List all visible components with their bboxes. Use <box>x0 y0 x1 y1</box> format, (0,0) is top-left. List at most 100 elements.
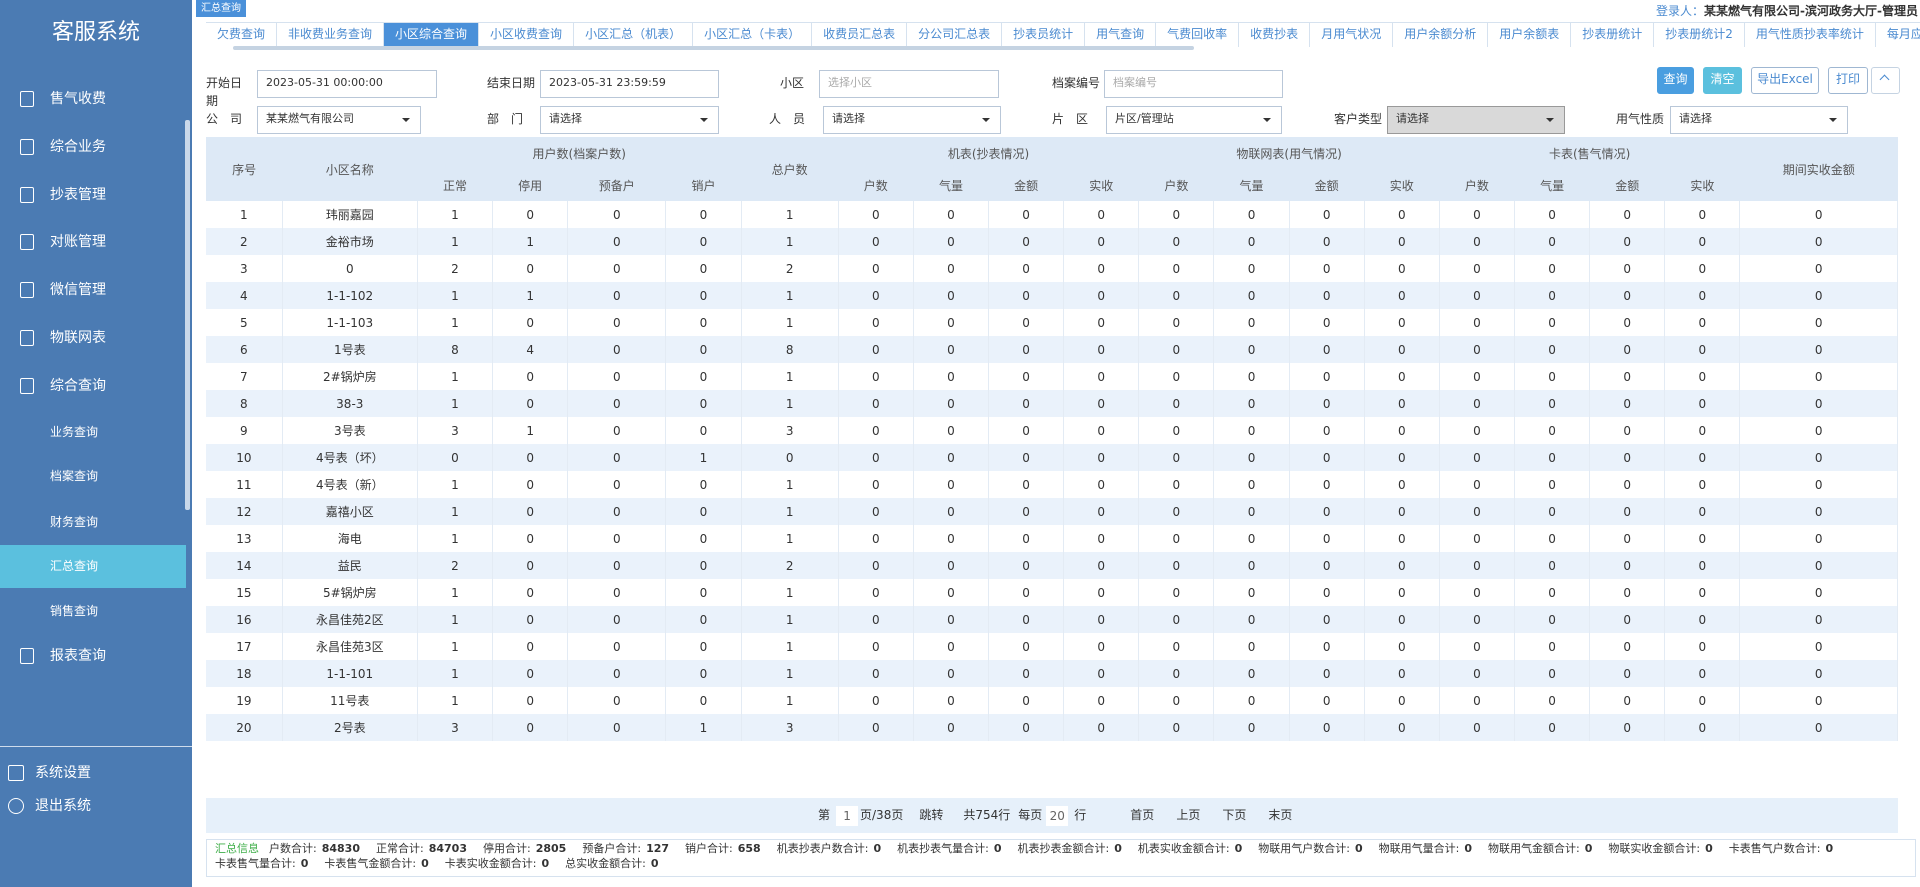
table-cell: 0 <box>988 687 1065 714</box>
table-cell: 0 <box>1138 525 1215 552</box>
table-row[interactable]: 2 金裕市场 1 1 0 0 1 0 0 0 0 0 0 0 0 0 0 0 0 0 <box>206 228 1898 255</box>
button[interactable]: 清空 <box>1703 67 1742 94</box>
tab[interactable]: 收费员汇总表 <box>812 23 908 47</box>
jump-button[interactable]: 跳转 <box>919 808 944 822</box>
table-row[interactable]: 10 4号表（坏） 0 0 0 1 0 0 0 0 0 0 0 0 0 0 0 0 0 0 <box>206 444 1898 471</box>
table-cell: 0 <box>1063 606 1140 633</box>
table-cell: 0 <box>567 255 667 282</box>
collapse-button[interactable] <box>1871 67 1900 94</box>
table-cell: 1 <box>741 282 839 309</box>
tab[interactable]: 用户余额表 <box>1488 23 1572 47</box>
table-cell: 0 <box>1739 390 1898 417</box>
tab[interactable]: 非收费业务查询 <box>277 23 385 47</box>
table-cell: 0 <box>1514 282 1591 309</box>
table-row[interactable]: 15 5#锅炉房 1 0 0 0 1 0 0 0 0 0 0 0 0 0 0 0 0 0 <box>206 579 1898 606</box>
page-input[interactable]: 1 <box>836 805 859 826</box>
tab[interactable]: 抄表册统计 <box>1571 23 1655 47</box>
table-cell: 4号表（新） <box>282 471 418 498</box>
tab[interactable]: 月用气状况 <box>1310 23 1394 47</box>
table-row[interactable]: 4 1-1-102 1 1 0 0 1 0 0 0 0 0 0 0 0 0 0 0 0 0 <box>206 282 1898 309</box>
menu-item[interactable]: 抄表管理 <box>50 187 106 203</box>
menu-item[interactable]: 综合业务 <box>50 139 106 155</box>
page-nav[interactable]: 下页 <box>1222 808 1247 822</box>
table-row[interactable]: 7 2#锅炉房 1 0 0 0 1 0 0 0 0 0 0 0 0 0 0 0 0 0 <box>206 363 1898 390</box>
tab[interactable]: 抄表册统计2 <box>1654 23 1745 47</box>
menu-item[interactable]: 报表查询 <box>50 648 106 664</box>
table-cell: 0 <box>665 309 742 336</box>
button[interactable]: 查询 <box>1657 67 1694 94</box>
table-row[interactable]: 17 永昌佳苑3区 1 0 0 0 1 0 0 0 0 0 0 0 0 0 0 0 0 0 <box>206 633 1898 660</box>
tab[interactable]: 欠费查询 <box>206 23 278 47</box>
button[interactable]: 导出Excel <box>1751 67 1819 94</box>
menu-item[interactable]: 微信管理 <box>50 282 106 298</box>
menu-item[interactable]: 综合查询 <box>50 378 106 394</box>
input-box[interactable]: 2023-05-31 23:59:59 <box>540 70 719 98</box>
select-box[interactable]: 请选择 <box>1670 106 1848 134</box>
table-cell: 0 <box>1439 417 1516 444</box>
per-page-input[interactable]: 20 <box>1046 805 1069 826</box>
table-cell: 0 <box>1664 228 1741 255</box>
table-cell: 1 <box>741 660 839 687</box>
table-row[interactable]: 13 海电 1 0 0 0 1 0 0 0 0 0 0 0 0 0 0 0 0 0 <box>206 525 1898 552</box>
table-cell: 3 <box>417 714 494 741</box>
menu-item[interactable]: 系统设置 <box>35 765 91 781</box>
tab[interactable]: 用气查询 <box>1085 23 1157 47</box>
table-row[interactable]: 20 2号表 3 0 0 1 3 0 0 0 0 0 0 0 0 0 0 0 0 0 <box>206 714 1898 741</box>
tab[interactable]: 小区汇总（卡表） <box>693 23 813 47</box>
select-box[interactable]: 某某燃气有限公司 <box>257 106 421 134</box>
menu-item[interactable]: 物联网表 <box>50 330 106 346</box>
table-row[interactable]: 11 4号表（新） 1 0 0 0 1 0 0 0 0 0 0 0 0 0 0 0 0 0 <box>206 471 1898 498</box>
tab-bar: 欠费查询 非收费业务查询 小区综合查询 小区收费查询 小区汇总（机表） 小区汇总（卡表）收… <box>206 22 1920 47</box>
tab[interactable]: 小区收费查询 <box>479 23 575 47</box>
table-cell: 0 <box>1213 660 1290 687</box>
table-cell: 0 <box>1364 606 1440 633</box>
table-row[interactable]: 5 1-1-103 1 0 0 0 1 0 0 0 0 0 0 0 0 0 0 0 0 0 <box>206 309 1898 336</box>
input-box[interactable]: 选择小区 <box>819 70 999 98</box>
tab[interactable]: 分公司汇总表 <box>907 23 1003 47</box>
button[interactable]: 打印 <box>1828 67 1868 94</box>
tab[interactable]: 用户余额分析 <box>1393 23 1489 47</box>
input-box[interactable]: 档案编号 <box>1104 70 1283 98</box>
tab[interactable]: 抄表员统计 <box>1002 23 1086 47</box>
table-row[interactable]: 1 玮丽嘉园 1 0 0 0 1 0 0 0 0 0 0 0 0 0 0 0 0 0 <box>206 201 1898 228</box>
select-box[interactable]: 请选择 <box>1387 106 1565 134</box>
tab[interactable]: 用气性质抄表率统计 <box>1745 23 1876 47</box>
table-row[interactable]: 12 嘉禧小区 1 0 0 0 1 0 0 0 0 0 0 0 0 0 0 0 0 0 <box>206 498 1898 525</box>
menu-item[interactable]: 售气收费 <box>50 91 106 107</box>
table-cell: 0 <box>665 336 742 363</box>
table-row[interactable]: 6 1号表 8 4 0 0 8 0 0 0 0 0 0 0 0 0 0 0 0 0 <box>206 336 1898 363</box>
page-nav[interactable]: 首页 <box>1130 808 1155 822</box>
table-row[interactable]: 14 益民 2 0 0 0 2 0 0 0 0 0 0 0 0 0 0 0 0 0 <box>206 552 1898 579</box>
submenu-item[interactable]: 销售查询 <box>50 604 99 618</box>
input-box[interactable]: 2023-05-31 00:00:00 <box>257 70 437 98</box>
submenu-item[interactable]: 汇总查询 <box>50 559 99 573</box>
tab[interactable]: 小区汇总（机表） <box>574 23 694 47</box>
table-cell: 0 <box>1063 714 1140 741</box>
table-cell: 0 <box>913 390 990 417</box>
select-box[interactable]: 请选择 <box>540 106 719 134</box>
page-nav[interactable]: 末页 <box>1268 808 1293 822</box>
table-row[interactable]: 8 38-3 1 0 0 0 1 0 0 0 0 0 0 0 0 0 0 0 0 0 <box>206 390 1898 417</box>
menu-item[interactable]: 退出系统 <box>35 798 91 814</box>
table-row[interactable]: 16 永昌佳苑2区 1 0 0 0 1 0 0 0 0 0 0 0 0 0 0 0 0 0 <box>206 606 1898 633</box>
tab[interactable]: 小区综合查询 <box>384 23 480 47</box>
tab[interactable]: 气费回收率 <box>1156 23 1240 47</box>
tab[interactable]: 收费抄表 <box>1239 23 1311 47</box>
table-row[interactable]: 18 1-1-101 1 0 0 0 1 0 0 0 0 0 0 0 0 0 0 0 0 0 <box>206 660 1898 687</box>
column-header: 总户数 <box>771 162 808 177</box>
table-row[interactable]: 19 11号表 1 0 0 0 1 0 0 0 0 0 0 0 0 0 0 0 0 0 <box>206 687 1898 714</box>
page-nav[interactable]: 上页 <box>1176 808 1201 822</box>
table-cell: 0 <box>1514 579 1591 606</box>
tab[interactable]: 每月应收汇总统 <box>1876 23 1920 47</box>
submenu-item[interactable]: 档案查询 <box>50 469 99 483</box>
summary-value: 84830 <box>321 842 360 855</box>
menu-item[interactable]: 对账管理 <box>50 234 106 250</box>
select-box[interactable]: 请选择 <box>823 106 1001 134</box>
summary-value: 658 <box>737 842 761 855</box>
submenu-item[interactable]: 财务查询 <box>50 515 99 529</box>
table-row[interactable]: 9 3号表 3 1 0 0 3 0 0 0 0 0 0 0 0 0 0 0 0 0 <box>206 417 1898 444</box>
submenu-item[interactable]: 业务查询 <box>50 425 99 439</box>
select-box[interactable]: 片区/管理站 <box>1106 106 1282 134</box>
table-cell: 0 <box>1138 660 1215 687</box>
